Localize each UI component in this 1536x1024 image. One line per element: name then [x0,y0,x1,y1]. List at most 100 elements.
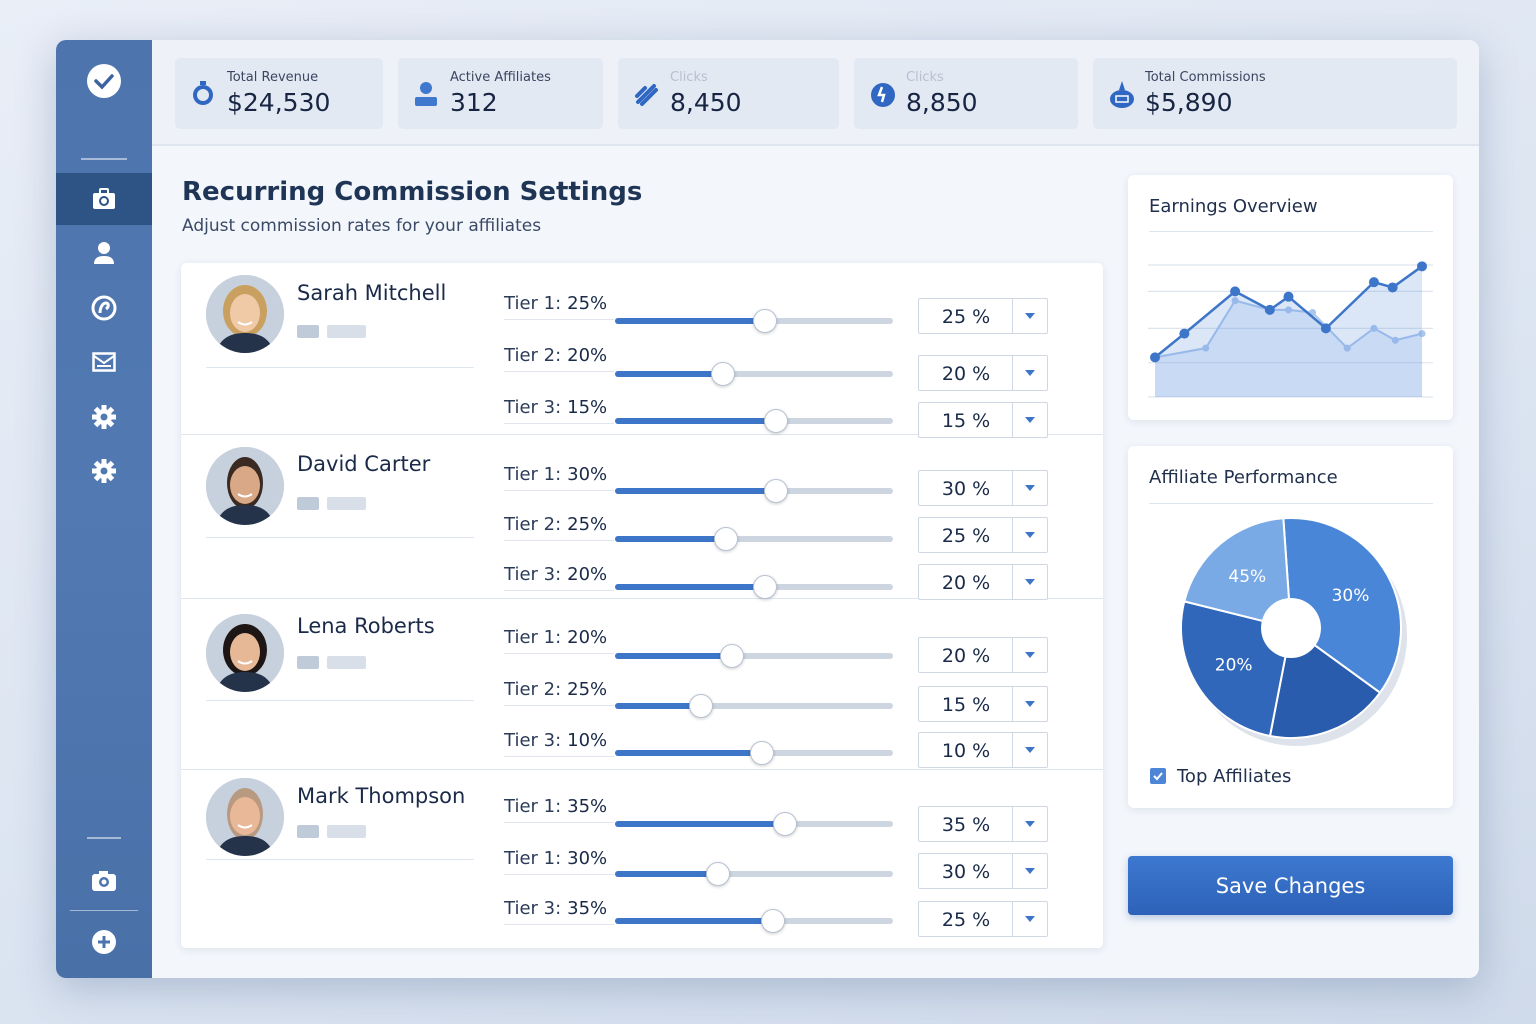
tier-slider[interactable] [615,527,893,551]
chevron-down-icon[interactable] [1012,518,1047,552]
pie-hole [1261,598,1321,658]
data-point [1320,323,1331,334]
sidebar-item-links[interactable] [56,282,152,334]
tier-slider[interactable] [615,575,893,599]
tier-slider[interactable] [615,694,893,718]
slider-thumb[interactable] [764,479,789,503]
top-affiliates-checkbox[interactable] [1150,768,1166,784]
slider-thumb[interactable] [705,862,730,886]
sidebar-item-users[interactable] [56,227,152,279]
slider-thumb[interactable] [761,909,786,933]
tier-rate-select[interactable]: 25 % [918,298,1048,334]
chevron-down-icon[interactable] [1012,565,1047,599]
chevron-down-icon[interactable] [1012,299,1047,333]
chevron-down-icon[interactable] [1012,403,1047,437]
tier-rate-select[interactable]: 30 % [918,853,1048,889]
tier-rate-select[interactable]: 30 % [918,470,1048,506]
slider-thumb[interactable] [753,575,778,599]
tier-rate-select[interactable]: 25 % [918,901,1048,937]
slider-thumb[interactable] [719,644,744,668]
card-title: Earnings Overview [1149,196,1318,217]
chevron-down-icon[interactable] [1012,356,1047,390]
sidebar-item-briefcase[interactable] [56,173,152,225]
sidebar-item-settings-2[interactable] [56,445,152,497]
chevron-down-icon[interactable] [1012,854,1047,888]
tier-slider[interactable] [615,862,893,886]
pie-slice [1282,517,1402,695]
sidebar-item-camera[interactable] [56,855,152,907]
tier-rate-select[interactable]: 15 % [918,402,1048,438]
tier-rate-select[interactable]: 10 % [918,732,1048,768]
avatar [206,778,284,856]
series-area [1155,300,1422,397]
tier-rate-select[interactable]: 15 % [918,686,1048,722]
chevron-down-icon[interactable] [1012,733,1047,767]
slider-thumb[interactable] [750,741,775,765]
affiliate-row: Mark Thompson Tier 1: 35% 35 % Tier 1: 30% … [181,770,1103,948]
chevron-down-icon[interactable] [1012,687,1047,721]
slider-fill [615,750,763,756]
badge [327,325,366,338]
slider-thumb[interactable] [689,694,714,718]
tier-slider[interactable] [615,741,893,765]
tier-slider[interactable] [615,479,893,503]
divider [87,837,121,839]
link-icon [91,295,117,321]
slider-thumb[interactable] [714,527,739,551]
divider [70,910,138,911]
briefcase-icon [93,188,115,209]
stopwatch-icon [193,81,213,105]
tier-slider[interactable] [615,409,893,433]
slider-fill [615,871,718,877]
add-button[interactable] [56,916,152,968]
affiliates-panel: Sarah Mitchell Tier 1: 25% 25 % Tier 2: 20%… [181,263,1103,948]
tier-slider[interactable] [615,644,893,668]
slider-thumb[interactable] [772,812,797,836]
tier-slider[interactable] [615,812,893,836]
divider [206,537,474,538]
data-point [1179,328,1190,339]
divider [504,705,614,706]
tier-rate-select[interactable]: 20 % [918,564,1048,600]
data-point [1202,344,1210,352]
check-logo-icon[interactable] [56,55,152,107]
slider-thumb[interactable] [753,309,778,333]
affiliate-name: Lena Roberts [297,614,435,638]
divider [504,423,614,424]
affiliate-performance-card: Affiliate Performance 30% 20% 45% Top Affi… [1128,446,1453,808]
sidebar-item-settings[interactable] [56,391,152,443]
tier-rate-select[interactable]: 20 % [918,637,1048,673]
slider-fill [615,318,766,324]
data-point [1418,330,1426,338]
check-icon [1153,772,1163,781]
gear-icon [92,405,116,429]
tier-slider[interactable] [615,909,893,933]
tier-label: Tier 3: 15% [504,397,608,418]
tier-rate-select[interactable]: 20 % [918,355,1048,391]
slider-thumb[interactable] [711,362,736,386]
slider-thumb[interactable] [764,409,789,433]
sidebar-item-mail[interactable] [56,336,152,388]
globe-icon [871,83,895,107]
tier-label: Tier 3: 35% [504,898,608,919]
save-changes-button[interactable]: Save Changes [1128,856,1453,915]
divider [206,700,474,701]
affiliate-row: Lena Roberts Tier 1: 20% 20 % Tier 2: 25% 1… [181,599,1103,770]
slider-fill [615,536,727,542]
avatar [206,614,284,692]
chevron-down-icon[interactable] [1012,638,1047,672]
divider [206,367,474,368]
data-point [1370,324,1378,332]
avatar [206,275,284,353]
tier-slider[interactable] [615,309,893,333]
tier-rate-select[interactable]: 25 % [918,517,1048,553]
badge [327,825,366,838]
badge [297,497,319,510]
chevron-down-icon[interactable] [1012,471,1047,505]
performance-pie-chart: 30% 20% 45% [1180,517,1407,746]
tier-rate-select[interactable]: 35 % [918,806,1048,842]
slider-fill [615,418,777,424]
chevron-down-icon[interactable] [1012,807,1047,841]
chevron-down-icon[interactable] [1012,902,1047,936]
tier-slider[interactable] [615,362,893,386]
